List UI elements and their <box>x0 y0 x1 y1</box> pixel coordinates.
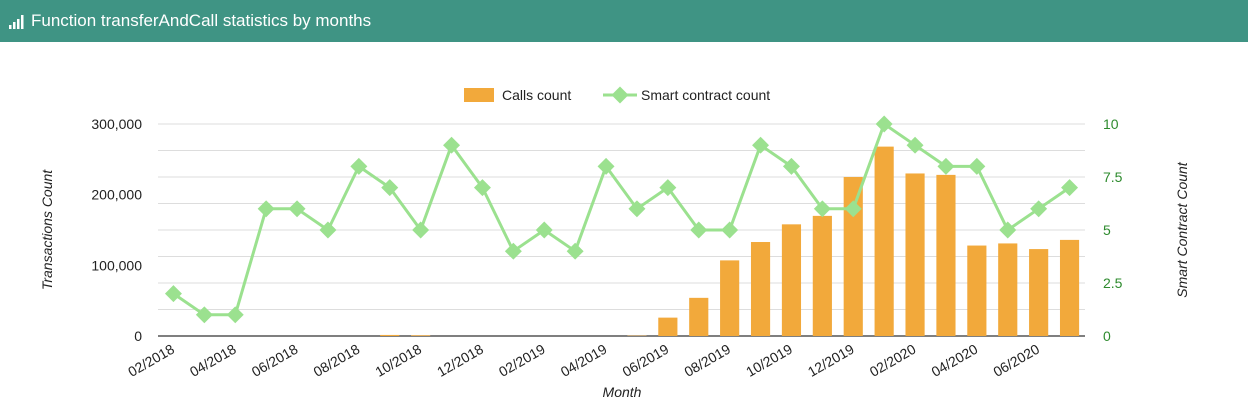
x-tick-label: 02/2018 <box>125 341 177 380</box>
marker-smart-contract[interactable] <box>1061 179 1079 197</box>
bar-calls-count[interactable] <box>411 335 431 336</box>
legend-label-smart-contract: Smart contract count <box>641 87 770 103</box>
x-tick-label: 06/2019 <box>620 341 672 380</box>
marker-smart-contract[interactable] <box>721 221 739 239</box>
y2-tick-label: 7.5 <box>1103 169 1123 185</box>
y-tick-label: 300,000 <box>91 116 142 132</box>
marker-smart-contract[interactable] <box>381 179 399 197</box>
marker-smart-contract[interactable] <box>535 221 553 239</box>
bar-calls-count[interactable] <box>998 243 1018 336</box>
x-tick-label: 12/2018 <box>434 341 486 380</box>
marker-smart-contract[interactable] <box>350 157 368 175</box>
marker-smart-contract[interactable] <box>412 221 430 239</box>
x-tick-label: 08/2019 <box>681 341 733 380</box>
bar-calls-count[interactable] <box>720 260 740 336</box>
bar-calls-count[interactable] <box>936 174 956 336</box>
bar-calls-count[interactable] <box>967 245 987 336</box>
marker-smart-contract[interactable] <box>659 179 677 197</box>
chart-title: Function transferAndCall statistics by m… <box>31 11 372 30</box>
y-tick-label: 0 <box>134 328 142 344</box>
x-tick-label: 02/2020 <box>867 341 919 380</box>
legend[interactable]: Calls count Smart contract count <box>464 86 770 104</box>
legend-swatch-marker <box>611 86 629 104</box>
x-tick-label: 06/2018 <box>249 341 301 380</box>
x-tick-label: 12/2019 <box>805 341 857 380</box>
marker-smart-contract[interactable] <box>782 157 800 175</box>
x-tick-label: 06/2020 <box>990 341 1042 380</box>
grid-lines <box>158 123 1085 337</box>
marker-smart-contract[interactable] <box>628 200 646 218</box>
marker-smart-contract[interactable] <box>597 157 615 175</box>
x-tick-label: 04/2020 <box>929 341 981 380</box>
y2-tick-label: 10 <box>1103 116 1119 132</box>
y2-tick-label: 2.5 <box>1103 275 1123 291</box>
right-axis-ticks: 0 2.5 5 7.5 10 <box>1103 116 1123 344</box>
bar-calls-count[interactable] <box>689 297 709 336</box>
marker-smart-contract[interactable] <box>752 136 770 154</box>
marker-smart-contract[interactable] <box>288 200 306 218</box>
marker-smart-contract[interactable] <box>906 136 924 154</box>
bar-calls-count[interactable] <box>658 317 678 336</box>
marker-smart-contract[interactable] <box>1030 200 1048 218</box>
marker-smart-contract[interactable] <box>566 242 584 260</box>
bar-calls-count[interactable] <box>812 215 832 336</box>
bar-calls-count[interactable] <box>750 242 771 336</box>
marker-smart-contract[interactable] <box>504 242 522 260</box>
bar-calls-count[interactable] <box>781 224 802 336</box>
legend-label-calls: Calls count <box>502 87 571 103</box>
x-tick-label: 10/2019 <box>743 341 795 380</box>
bar-calls-count[interactable] <box>843 177 863 336</box>
bar-calls-count[interactable] <box>1059 239 1080 336</box>
marker-smart-contract[interactable] <box>319 221 337 239</box>
calls-count-bars <box>380 146 1080 336</box>
chart-area: 0 100,000 200,000 300,000 0 2.5 5 7.5 10 02/201… <box>39 86 1190 400</box>
marker-smart-contract[interactable] <box>257 200 275 218</box>
x-axis-title: Month <box>603 384 642 400</box>
y2-tick-label: 0 <box>1103 328 1111 344</box>
x-tick-label: 10/2018 <box>372 341 424 380</box>
bar-calls-count[interactable] <box>1029 249 1049 336</box>
y2-axis-title: Smart Contract Count <box>1174 161 1190 297</box>
marker-smart-contract[interactable] <box>690 221 708 239</box>
bar-calls-count[interactable] <box>874 146 894 336</box>
y2-tick-label: 5 <box>1103 222 1111 238</box>
marker-smart-contract[interactable] <box>968 157 986 175</box>
bar-chart-icon <box>9 13 25 29</box>
left-axis-ticks: 0 100,000 200,000 300,000 <box>91 116 142 344</box>
bar-calls-count[interactable] <box>380 334 400 336</box>
x-tick-label: 04/2019 <box>558 341 610 380</box>
smart-contract-series-line <box>172 122 1071 317</box>
legend-swatch-calls <box>464 88 494 102</box>
marker-smart-contract[interactable] <box>875 115 893 133</box>
marker-smart-contract[interactable] <box>164 285 182 303</box>
x-tick-label: 04/2018 <box>187 341 239 380</box>
marker-smart-contract[interactable] <box>844 200 862 218</box>
marker-smart-contract[interactable] <box>195 306 213 324</box>
marker-smart-contract[interactable] <box>999 221 1017 239</box>
marker-smart-contract[interactable] <box>473 179 491 197</box>
y-tick-label: 100,000 <box>91 257 142 273</box>
x-tick-label: 08/2018 <box>311 341 363 380</box>
y-tick-label: 200,000 <box>91 187 142 203</box>
marker-smart-contract[interactable] <box>226 306 244 324</box>
x-axis-ticks: 02/2018 04/2018 06/2018 08/2018 10/2018 12/20… <box>125 341 1042 380</box>
chart-header: Function transferAndCall statistics by m… <box>0 0 1248 42</box>
y-axis-title: Transactions Count <box>39 169 55 290</box>
marker-smart-contract[interactable] <box>937 157 955 175</box>
x-tick-label: 02/2019 <box>496 341 548 380</box>
marker-smart-contract[interactable] <box>813 200 831 218</box>
bar-calls-count[interactable] <box>905 173 925 336</box>
